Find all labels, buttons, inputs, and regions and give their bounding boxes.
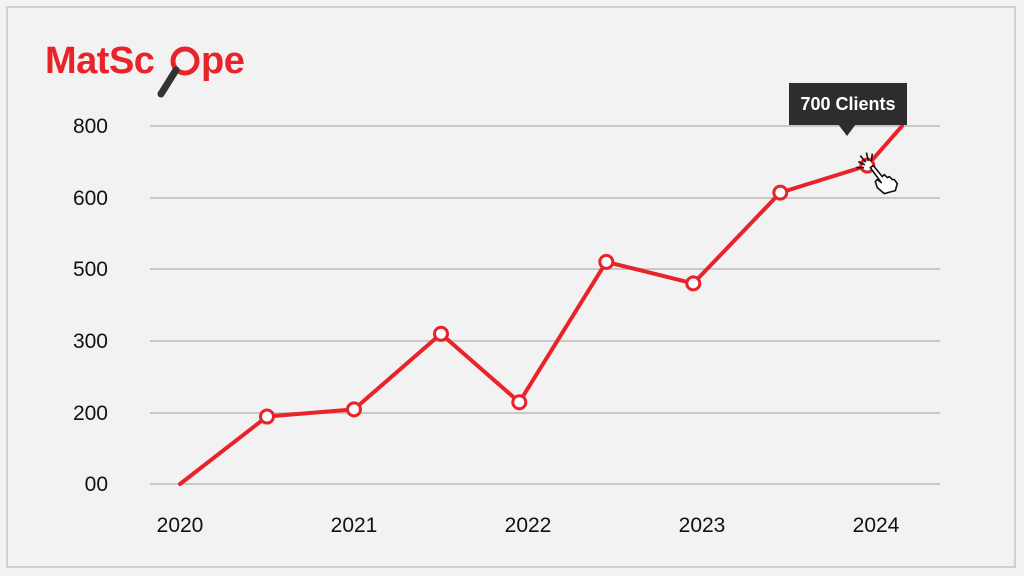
chart-frame [6,6,1016,568]
logo-text-part: MatSc [45,40,155,82]
data-point[interactable] [346,401,362,418]
data-point[interactable] [433,325,449,342]
y-tick-label: 800 [73,115,108,138]
x-tick-label: 2021 [331,514,378,537]
x-tick-label: 2020 [157,514,204,537]
data-point[interactable] [598,253,615,270]
hand-cursor-icon [856,152,899,195]
x-tick-label: 2023 [679,514,726,537]
x-tick-label: 2024 [853,514,900,537]
y-tick-label: 200 [73,402,108,425]
data-point[interactable] [259,408,275,425]
gridlines [150,125,940,485]
x-axis-ticks: 2020 2021 2022 2023 2024 [157,514,900,537]
hand-pointer-icon [869,164,899,195]
magnifier-lens-icon [170,46,200,76]
data-point[interactable] [685,275,702,292]
data-point[interactable] [772,184,789,201]
x-tick-label: 2022 [505,514,552,537]
click-spark [859,155,867,163]
y-tick-label: 300 [73,330,108,353]
y-tick-label: 600 [73,187,108,210]
tooltip-arrow [838,124,856,136]
magnifier-logo-graphic: MatSc pe [45,40,245,98]
click-spark [870,153,874,162]
logo-text-part: pe [201,40,244,82]
click-spark [857,160,866,166]
click-spark [865,152,870,162]
data-point[interactable] [511,394,528,411]
series-line [178,124,905,486]
magnifier-handle-icon [157,66,180,98]
y-tick-label: 00 [85,473,108,496]
data-tooltip: 700 Clients [789,83,907,125]
y-tick-label: 500 [73,258,108,281]
y-axis-ticks: 00 200 300 500 600 800 [73,115,108,496]
series-polyline [178,124,905,486]
series-points [259,157,876,425]
